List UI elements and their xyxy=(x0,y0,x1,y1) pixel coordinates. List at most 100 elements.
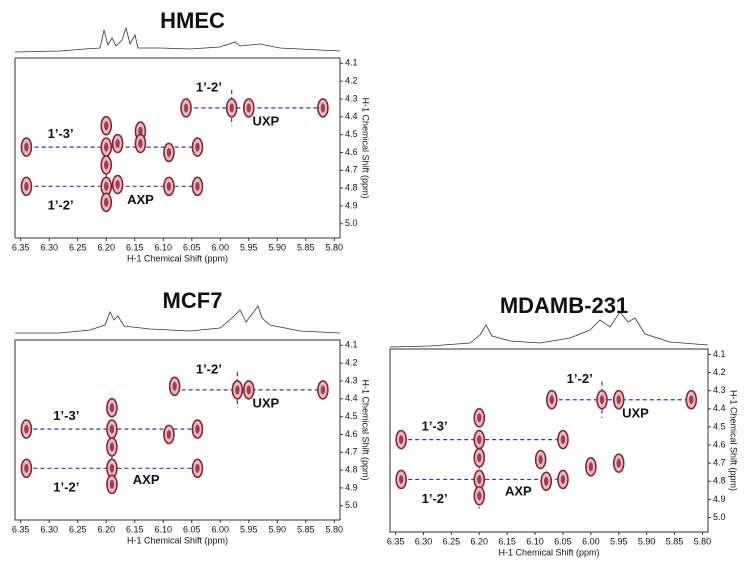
x-tick-label: 6.10 xyxy=(526,536,544,546)
annotation: 1’-3’ xyxy=(48,126,74,141)
contour-core xyxy=(560,474,566,484)
plot-frame xyxy=(14,339,341,521)
contour-core xyxy=(166,181,172,191)
x-tick-label: 6.10 xyxy=(154,242,172,252)
annotation: AXP xyxy=(133,472,160,487)
x-axis-label: H-1 Chemical Shift (ppm) xyxy=(127,535,228,545)
contour-core xyxy=(560,435,566,445)
plot-frame xyxy=(14,57,341,239)
contour-core xyxy=(477,413,482,423)
annotation: 1’-2’ xyxy=(567,371,593,386)
contour-core xyxy=(24,181,29,191)
contour-core xyxy=(544,476,549,486)
y-tick-label: 5.0 xyxy=(713,512,726,522)
x-tick-label: 5.85 xyxy=(297,524,315,534)
y-tick-label: 4.9 xyxy=(345,200,358,210)
contour-core xyxy=(24,142,29,152)
contour-core xyxy=(24,424,29,434)
y-tick-label: 4.4 xyxy=(345,111,358,121)
y-tick-label: 4.4 xyxy=(345,393,358,403)
x-tick-label: 6.35 xyxy=(12,524,30,534)
y-tick-label: 4.9 xyxy=(713,494,726,504)
contour-core xyxy=(24,463,29,473)
contour-core xyxy=(104,197,109,207)
contour-core xyxy=(477,435,482,445)
annotation: 1’-2’ xyxy=(48,197,74,212)
y-tick-label: 4.1 xyxy=(345,340,358,350)
y-tick-label: 5.0 xyxy=(345,218,358,228)
x-tick-label: 5.90 xyxy=(269,242,287,252)
x-axis-label: H-1 Chemical Shift (ppm) xyxy=(127,253,228,263)
x-tick-label: 5.95 xyxy=(240,524,258,534)
y-tick-label: 5.0 xyxy=(345,500,358,510)
y-tick-label: 4.6 xyxy=(345,147,358,157)
y-tick-label: 4.3 xyxy=(345,375,358,385)
y-tick-label: 4.4 xyxy=(713,403,726,413)
y-tick-label: 4.3 xyxy=(713,385,726,395)
contour-core xyxy=(599,395,605,405)
y-tick-label: 4.8 xyxy=(345,182,358,192)
x-tick-label: 6.20 xyxy=(470,536,488,546)
contour-core xyxy=(588,462,594,472)
contour-core xyxy=(104,142,109,152)
y-tick-label: 4.9 xyxy=(345,482,358,492)
annotation: 1’-3’ xyxy=(53,408,79,423)
contour-core xyxy=(235,385,240,395)
contour-core xyxy=(115,180,120,190)
x-tick-label: 6.20 xyxy=(97,524,115,534)
y-axis-label: H-1 Chemical Shift (ppm) xyxy=(729,390,739,491)
y-tick-label: 4.5 xyxy=(345,411,358,421)
contour-core xyxy=(246,385,251,395)
chart-title: MDAMB-231 xyxy=(500,293,628,318)
x-tick-label: 6.15 xyxy=(498,536,516,546)
contour-core xyxy=(109,479,115,489)
contour-core xyxy=(195,181,200,191)
contour-core xyxy=(109,442,115,452)
annotation: 1’-3’ xyxy=(422,418,448,433)
contour-core xyxy=(549,395,554,405)
plot-frame xyxy=(389,348,709,533)
contour-core xyxy=(229,103,234,113)
contour-core xyxy=(246,103,251,113)
x-tick-label: 6.25 xyxy=(443,536,461,546)
contour-core xyxy=(104,121,109,131)
contour-core xyxy=(104,181,109,191)
x-tick-label: 6.15 xyxy=(126,524,144,534)
contour-core xyxy=(398,474,404,484)
contour-core xyxy=(109,403,115,413)
contour-core xyxy=(477,453,482,463)
annotation: AXP xyxy=(505,484,532,499)
y-tick-label: 4.8 xyxy=(713,476,726,486)
y-tick-label: 4.7 xyxy=(345,165,358,175)
contour-core xyxy=(195,424,200,434)
x-tick-label: 6.00 xyxy=(211,242,229,252)
x-tick-label: 5.90 xyxy=(269,524,287,534)
x-axis-label: H-1 Chemical Shift (ppm) xyxy=(498,547,599,557)
x-tick-label: 5.85 xyxy=(297,242,315,252)
contour-core xyxy=(477,474,482,484)
annotation: UXP xyxy=(622,406,649,421)
x-tick-label: 5.80 xyxy=(326,242,344,252)
annotation: 1’-2’ xyxy=(422,491,448,506)
x-tick-label: 6.30 xyxy=(40,524,58,534)
annotation: UXP xyxy=(253,396,280,411)
contour-core xyxy=(166,147,172,157)
contour-core xyxy=(138,139,143,149)
y-tick-label: 4.5 xyxy=(345,129,358,139)
contour-core xyxy=(616,395,621,405)
x-tick-label: 6.25 xyxy=(69,242,87,252)
y-tick-label: 4.6 xyxy=(713,439,726,449)
y-axis-label: H-1 Chemical Shift (ppm) xyxy=(361,379,371,480)
x-tick-label: 5.80 xyxy=(326,524,344,534)
y-tick-label: 4.2 xyxy=(345,76,358,86)
x-tick-label: 6.30 xyxy=(415,536,433,546)
x-tick-label: 6.30 xyxy=(40,242,58,252)
x-tick-label: 5.80 xyxy=(694,536,712,546)
contour-core xyxy=(109,463,115,473)
y-tick-label: 4.7 xyxy=(713,458,726,468)
contour-core xyxy=(320,385,326,395)
y-tick-label: 4.6 xyxy=(345,429,358,439)
y-axis-label: H-1 Chemical Shift (ppm) xyxy=(361,97,371,198)
annotation: 1’-2’ xyxy=(53,479,79,494)
